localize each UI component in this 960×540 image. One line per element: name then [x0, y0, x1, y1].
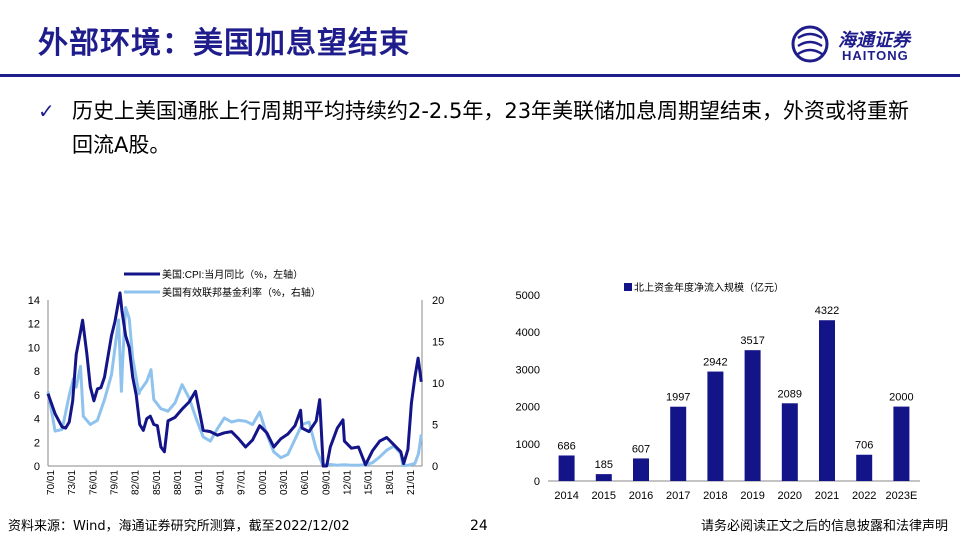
x-tick-label: 21/01 — [406, 470, 417, 495]
bar — [670, 406, 687, 481]
x-tick-label: 94/01 — [215, 470, 226, 495]
bar-y-tick-label: 1000 — [516, 439, 540, 451]
x-tick-label: 76/01 — [88, 470, 99, 495]
bar-category-label: 2015 — [592, 490, 616, 502]
x-tick-label: 06/01 — [300, 470, 311, 495]
bar-y-tick-label: 2000 — [516, 402, 540, 414]
x-tick-label: 12/01 — [342, 470, 353, 495]
bar-chart-legend: 北上资金年度净流入规模（亿元） — [624, 281, 784, 294]
bar — [558, 455, 575, 481]
right-y-tick-label: 10 — [432, 378, 444, 390]
bar-value-label: 4322 — [815, 305, 839, 317]
bar-y-tick-label: 4000 — [516, 327, 540, 339]
bar-category-label: 2019 — [740, 490, 764, 502]
bar-value-label: 686 — [557, 440, 575, 452]
page-number: 24 — [470, 518, 488, 534]
bar — [744, 350, 761, 481]
right-y-tick-label: 20 — [432, 295, 444, 307]
left-y-tick-label: 14 — [28, 295, 40, 307]
line-chart-legend: 美国:CPI:当月同比（%，左轴） 美国有效联邦基金利率（%，右轴） — [124, 268, 321, 299]
bar-y-tick-label: 0 — [534, 476, 540, 488]
cpi-series-line — [46, 291, 423, 468]
x-tick-label: 03/01 — [279, 470, 290, 495]
x-tick-label: 00/01 — [258, 470, 269, 495]
left-y-tick-label: 2 — [34, 437, 40, 449]
right-y-tick-label: 15 — [432, 337, 444, 349]
x-tick-label: 88/01 — [173, 470, 184, 495]
left-y-tick-label: 0 — [34, 461, 40, 473]
x-tick-label: 97/01 — [237, 470, 248, 495]
left-y-tick-label: 12 — [28, 319, 40, 331]
logo-english-text: HAITONG — [842, 48, 909, 63]
cpi-fed-rate-line-chart: 美国:CPI:当月同比（%，左轴） 美国有效联邦基金利率（%，右轴） 0 2 4 6 8… — [28, 268, 445, 495]
bullet-text: 历史上美国通胀上行周期平均持续约2-2.5年，23年美联储加息周期望结束，外资或… — [72, 99, 910, 157]
bar — [633, 458, 649, 481]
fed-rate-series-line — [46, 306, 423, 468]
bar — [856, 454, 873, 481]
bar-value-label: 607 — [632, 443, 650, 455]
source-note: 资料来源：Wind，海通证券研究所测算，截至2022/12/02 — [8, 519, 350, 534]
bullet-point: ✓ 历史上美国通胀上行周期平均持续约2-2.5年，23年美联储加息周期望结束，外… — [38, 94, 928, 162]
bar-y-tick-label: 3000 — [516, 364, 540, 376]
bar-y-tick-label: 5000 — [516, 290, 540, 302]
bar-category-label: 2018 — [703, 490, 727, 502]
legend-label-fed-rate: 美国有效联邦基金利率（%，右轴） — [162, 286, 321, 299]
northbound-flow-bar-chart: 北上资金年度净流入规模（亿元） 0 1000 2000 3000 4000 5000 201… — [516, 281, 920, 502]
bar-value-label: 706 — [855, 440, 873, 452]
bar-category-label: 2016 — [629, 490, 653, 502]
bar-category-label: 2021 — [815, 490, 839, 502]
bar-value-label: 185 — [595, 459, 613, 471]
bar — [707, 371, 724, 481]
bar — [595, 474, 612, 481]
x-tick-label: 18/01 — [385, 470, 396, 495]
page-title: 外部环境：美国加息望结束 — [38, 26, 410, 61]
x-tick-label: 73/01 — [67, 470, 78, 495]
x-tick-label: 79/01 — [110, 470, 121, 495]
bar-value-label: 1997 — [666, 392, 690, 404]
legend-label-bar: 北上资金年度净流入规模（亿元） — [634, 281, 784, 294]
bar-category-label: 2023E — [885, 490, 917, 502]
bar-value-label: 2942 — [703, 357, 727, 369]
x-tick-label: 91/01 — [194, 470, 205, 495]
disclaimer-note: 请务必阅读正文之后的信息披露和法律声明 — [700, 519, 948, 534]
left-y-tick-label: 8 — [34, 366, 40, 378]
company-logo: 海通证券 HAITONG — [790, 22, 930, 66]
left-y-tick-label: 10 — [28, 342, 40, 354]
bar — [781, 403, 798, 481]
logo-chinese-text: 海通证券 — [838, 30, 910, 51]
checkmark-icon: ✓ — [38, 99, 55, 123]
x-tick-label: 70/01 — [46, 470, 57, 495]
bar-category-label: 2014 — [554, 490, 578, 502]
x-tick-label: 15/01 — [364, 470, 375, 495]
bar-value-label: 2089 — [778, 388, 802, 400]
x-tick-label: 09/01 — [321, 470, 332, 495]
x-tick-label: 82/01 — [131, 470, 142, 495]
x-tick-label: 85/01 — [152, 470, 163, 495]
bar-category-label: 2017 — [666, 490, 690, 502]
left-y-tick-label: 4 — [34, 414, 40, 426]
right-y-tick-label: 5 — [432, 420, 438, 432]
legend-label-cpi: 美国:CPI:当月同比（%，左轴） — [162, 268, 303, 281]
bar-category-label: 2022 — [852, 490, 876, 502]
bar — [819, 320, 835, 481]
right-y-tick-label: 0 — [432, 461, 438, 473]
bar — [893, 406, 910, 481]
bar-value-label: 3517 — [740, 335, 764, 347]
title-divider — [0, 74, 960, 77]
logo-emblem-icon — [791, 25, 829, 63]
legend-swatch-bar — [624, 283, 632, 291]
left-y-tick-label: 6 — [34, 390, 40, 402]
bar-category-label: 2020 — [778, 490, 802, 502]
bar-value-label: 2000 — [889, 392, 913, 404]
